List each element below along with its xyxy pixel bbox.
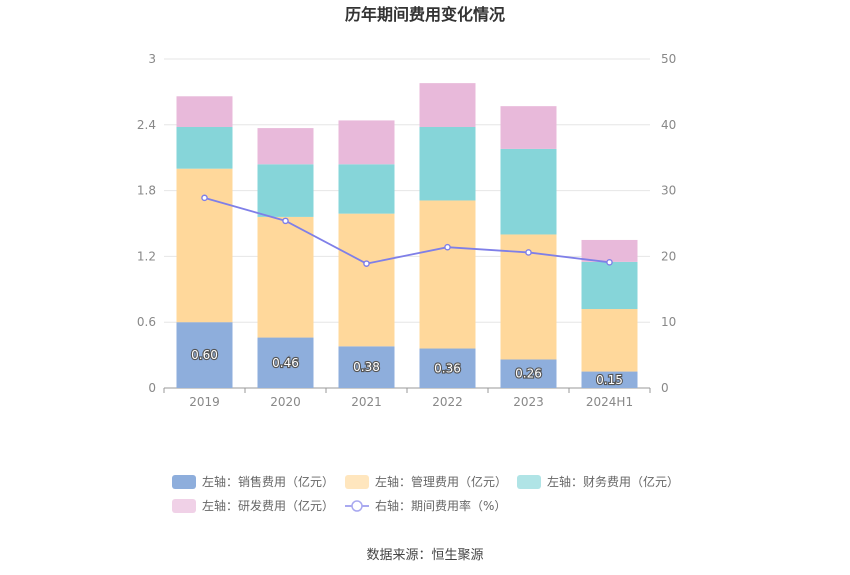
bar-segment: [500, 148, 557, 235]
line-point: [282, 217, 289, 225]
x-tick-label: 2024H1: [586, 395, 633, 409]
legend-label: 左轴：财务费用（亿元）: [547, 474, 679, 489]
x-tick-label: 2022: [432, 395, 463, 409]
legend-label: 左轴：研发费用（亿元）: [202, 498, 334, 513]
bars: 0.60 0.46 0.38 0.36 0.26 0.15: [176, 83, 638, 388]
bar-segment: [581, 371, 638, 388]
data-label: 0.15: [596, 373, 623, 387]
bar-segment: [176, 168, 233, 323]
right-tick-label: 30: [661, 184, 676, 198]
data-label: 0.36: [434, 361, 461, 375]
right-tick-label: 50: [661, 52, 676, 66]
line-point: [525, 249, 532, 256]
x-tick-label: 2019: [189, 395, 220, 409]
source-note: 数据来源：恒生聚源: [366, 548, 483, 563]
bar-segment: [176, 322, 233, 388]
data-label: 0.26: [515, 367, 542, 381]
bar-segment: [419, 348, 476, 388]
legend-label: 右轴：期间费用率（%）: [375, 498, 506, 513]
line-point: [606, 259, 613, 266]
bar-segment: [500, 359, 557, 388]
x-tick-label: 2021: [351, 395, 382, 409]
legend-label: 左轴：销售费用（亿元）: [202, 474, 334, 489]
right-tick-label: 0: [661, 381, 669, 395]
bar-segment: [338, 213, 395, 347]
bar-segment: [419, 200, 476, 349]
bar-segment: [419, 83, 476, 127]
left-axis: 0 0.6 1.2 1.8 2.4 3: [137, 52, 156, 395]
bar-segment: [257, 216, 314, 338]
legend-swatch: [517, 475, 541, 489]
right-axis: 0 10 20 30 40 50: [661, 52, 676, 395]
legend: 左轴：销售费用（亿元） 左轴：管理费用（亿元） 左轴：财务费用（亿元） 左轴：研发费用…: [172, 474, 679, 513]
left-tick-label: 1.8: [137, 184, 156, 198]
x-axis: 2019 2020 2021 2022 2023 2024H1: [163, 388, 651, 409]
data-label: 0.60: [191, 348, 218, 362]
bar-segment: [338, 164, 395, 214]
data-label: 0.38: [353, 360, 380, 374]
x-tick-label: 2020: [270, 395, 301, 409]
bar-segment: [338, 120, 395, 165]
x-tick-label: 2023: [513, 395, 544, 409]
chart-title: 历年期间费用变化情况: [345, 5, 505, 24]
left-tick-label: 1.2: [137, 249, 156, 263]
left-tick-label: 3: [148, 52, 156, 66]
right-tick-label: 10: [661, 315, 676, 329]
left-tick-label: 0: [148, 381, 156, 395]
bar-segment: [419, 126, 476, 201]
right-tick-label: 20: [661, 249, 676, 263]
bar-segment: [257, 164, 314, 217]
data-label: 0.46: [272, 356, 299, 370]
line-point: [363, 260, 370, 267]
line-point: [444, 243, 451, 251]
line-series: [201, 194, 613, 267]
bar-segment: [257, 128, 314, 165]
grid: [164, 58, 650, 389]
legend-swatch: [172, 499, 196, 513]
bar-segment: [581, 239, 638, 262]
bar-segment: [176, 126, 233, 169]
bar-segment: [338, 346, 395, 388]
legend-swatch-marker: [351, 500, 363, 512]
line-point: [201, 194, 208, 202]
bar-segment: [500, 106, 557, 149]
bar-segment: [257, 337, 314, 388]
right-tick-label: 40: [661, 118, 676, 132]
bar-segment: [581, 309, 638, 372]
bar-segment: [581, 261, 638, 310]
legend-label: 左轴：管理费用（亿元）: [375, 474, 507, 489]
line-path: [204, 196, 610, 265]
legend-swatch: [345, 475, 369, 489]
left-tick-label: 2.4: [137, 118, 156, 132]
left-tick-label: 0.6: [137, 315, 156, 329]
legend-swatch: [172, 475, 196, 489]
bar-segment: [176, 96, 233, 127]
